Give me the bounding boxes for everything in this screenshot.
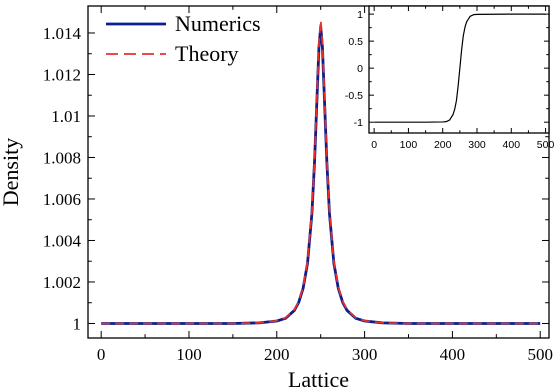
inset-series-line: [374, 13, 546, 123]
main-y-tick-label: 1.006: [43, 190, 81, 209]
legend-label-numerics: Numerics: [175, 11, 261, 36]
main-y-tick-label: 1.004: [43, 231, 82, 250]
main-x-tick-label: 500: [527, 345, 553, 364]
main-y-tick-label: 1.002: [43, 273, 81, 292]
main-y-tick-label: 1.012: [43, 65, 81, 84]
inset-x-tick-label: 400: [503, 139, 521, 151]
main-x-tick-label: 400: [440, 345, 466, 364]
main-x-tick-label: 0: [97, 345, 106, 364]
main-x-tick-label: 100: [176, 345, 202, 364]
main-x-axis-title: Lattice: [288, 367, 349, 392]
inset-x-tick-label: 500: [537, 139, 555, 151]
inset-y-tick-label: 0.5: [348, 36, 363, 48]
main-y-tick-label: 1: [73, 314, 82, 333]
inset-x-tick-label: 200: [434, 139, 452, 151]
inset-x-tick-label: 0: [371, 139, 377, 151]
inset-y-tick-label: -0.5: [345, 90, 363, 102]
main-x-tick-label: 300: [352, 345, 378, 364]
legend-label-theory: Theory: [175, 41, 239, 66]
main-y-tick-label: 1.01: [51, 107, 81, 126]
inset-y-tick-label: -1: [354, 117, 363, 129]
inset-y-tick-label: 0: [357, 63, 363, 75]
main-y-tick-label: 1.008: [43, 148, 81, 167]
main-y-axis-title: Density: [0, 138, 23, 206]
inset-x-tick-label: 100: [400, 139, 418, 151]
inset-frame: [368, 5, 550, 134]
main-x-tick-label: 200: [264, 345, 290, 364]
inset-x-tick-label: 300: [468, 139, 486, 151]
main-y-tick-label: 1.014: [43, 24, 82, 43]
inset-y-tick-label: 1: [357, 9, 363, 21]
inset-plot: 0 100 200 300 400 500 -1 -0.5 0 0.5 1: [345, 5, 555, 151]
